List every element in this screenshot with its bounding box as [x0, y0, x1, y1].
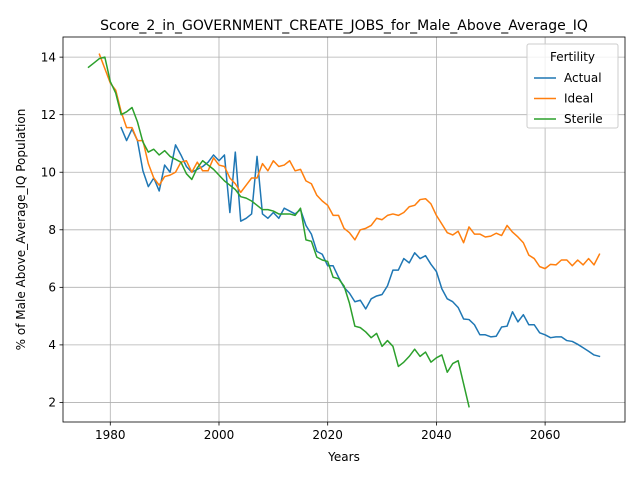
y-tick-label: 12 [41, 108, 56, 122]
x-tick-label: 2020 [312, 428, 343, 442]
series-line-ideal [98, 53, 601, 270]
y-axis-label: % of Male Above_Average_IQ Population [14, 109, 28, 351]
legend-title: Fertility [550, 50, 595, 64]
y-tick-label: 2 [48, 396, 56, 410]
x-tick-label: 1980 [95, 428, 126, 442]
x-tick-label: 2000 [204, 428, 235, 442]
legend-label-sterile: Sterile [564, 112, 603, 126]
series-line-sterile [87, 56, 470, 408]
legend-entries: Actual Ideal Sterile [534, 71, 603, 126]
x-axis-label: Years [327, 450, 360, 464]
y-tick-label: 14 [41, 50, 56, 64]
legend-label-ideal: Ideal [564, 92, 593, 106]
legend-label-actual: Actual [564, 71, 602, 85]
x-tick-label: 2040 [421, 428, 452, 442]
axis-ticks: 1980 2000 2020 2040 2060 2 4 6 8 10 12 14 [41, 50, 561, 442]
x-tick-label: 2060 [530, 428, 561, 442]
legend: Fertility Actual Ideal Sterile [526, 43, 619, 129]
y-tick-label: 10 [41, 166, 56, 180]
legend-box [526, 43, 619, 129]
y-tick-label: 4 [48, 338, 56, 352]
y-tick-label: 6 [48, 281, 56, 295]
series-lines [87, 53, 601, 408]
y-tick-label: 8 [48, 223, 56, 237]
chart-title: Score_2_in_GOVERNMENT_CREATE_JOBS_for_Ma… [100, 18, 588, 34]
